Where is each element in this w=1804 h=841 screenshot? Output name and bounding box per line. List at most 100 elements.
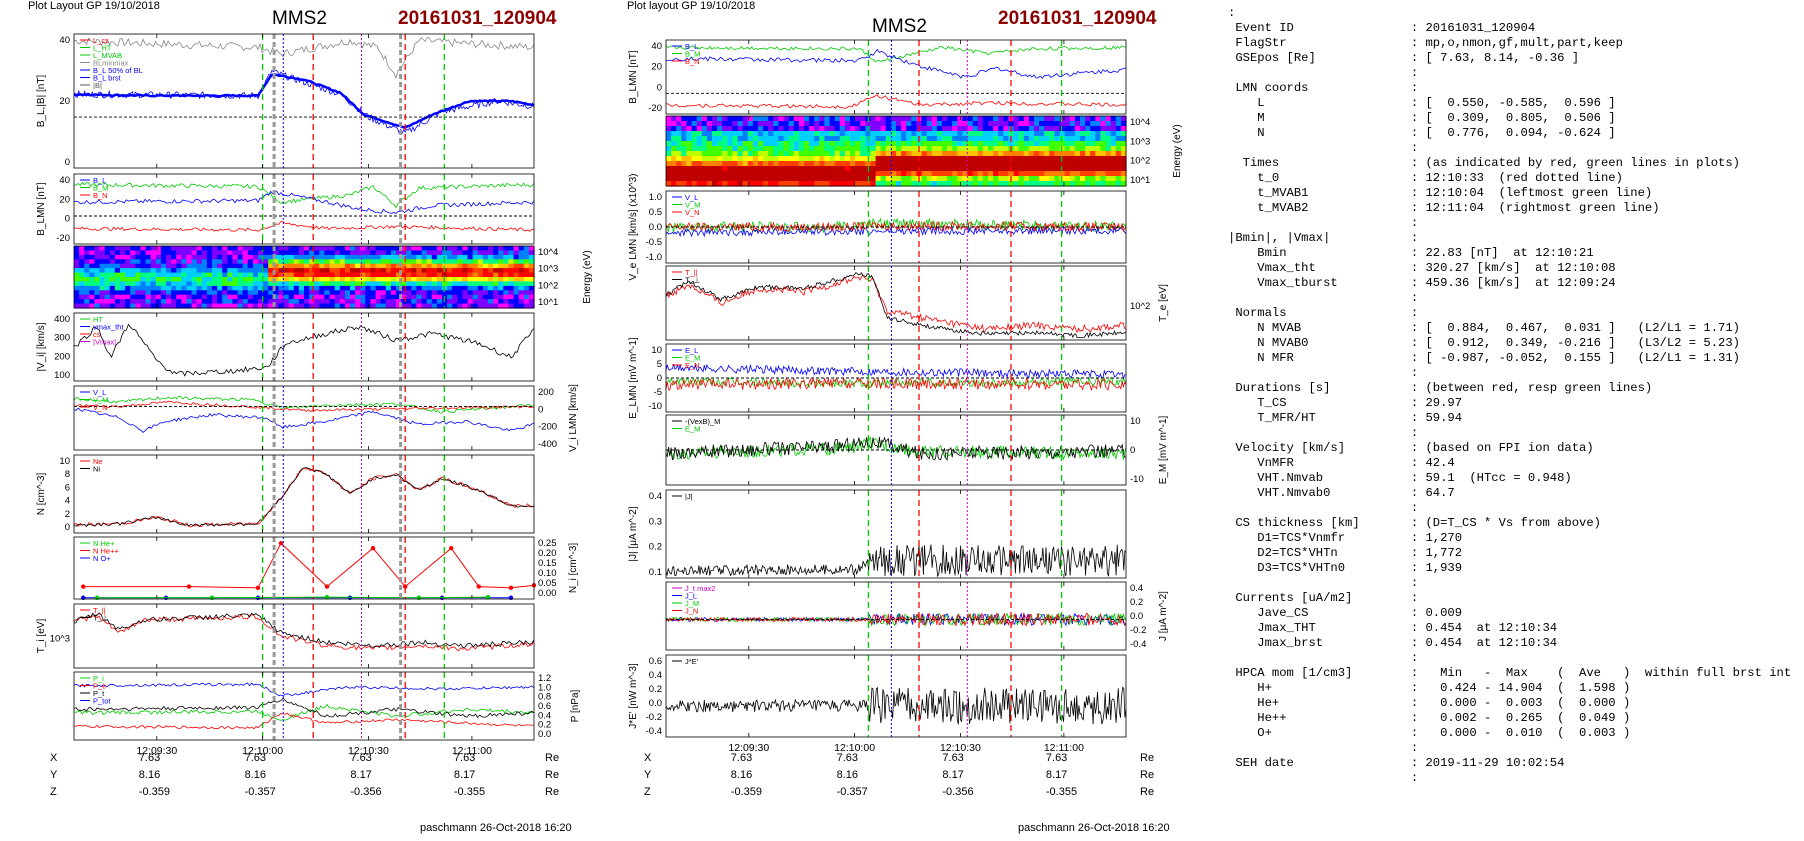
spectrogram-cell	[947, 121, 953, 127]
spectrogram-cell	[993, 181, 999, 187]
y-tick-label: -10	[1130, 474, 1144, 485]
spectrogram-cell	[278, 285, 285, 291]
spectrogram-cell	[135, 290, 141, 296]
spectrogram-cell	[426, 263, 433, 269]
spectrogram-cell	[120, 299, 126, 305]
spectrogram-cell	[401, 263, 407, 269]
spectrogram-cell	[145, 259, 152, 265]
spectrogram-cell	[671, 176, 677, 182]
spectrogram-cell	[273, 259, 279, 265]
spectrogram-cell	[763, 151, 769, 157]
spectrogram-cell	[217, 290, 223, 296]
spectrogram-cell	[344, 250, 351, 256]
spectrogram-cell	[145, 254, 152, 260]
spectrogram-cell	[344, 294, 351, 300]
spectrogram-cell	[742, 171, 749, 177]
left-event-id: 20161031_120904	[398, 8, 557, 29]
spectrogram-cell	[778, 151, 785, 157]
spectrogram-cell	[829, 126, 836, 132]
spectrogram-cell	[967, 146, 974, 152]
spectrogram-cell	[691, 151, 698, 157]
spectrogram-cell	[467, 250, 474, 256]
spectrogram-cell	[722, 176, 728, 182]
spectrogram-cell	[334, 254, 341, 260]
spectrogram-cell	[1059, 141, 1066, 147]
spectrogram-cell	[462, 250, 469, 256]
spectrogram-cell	[967, 141, 974, 147]
spectrogram-cell	[252, 246, 259, 251]
y-tick-label: 0.10	[538, 568, 557, 579]
spectrogram-cell	[355, 299, 361, 305]
spectrogram-cell	[365, 294, 371, 300]
spectrogram-cell	[1049, 181, 1055, 187]
spectrogram-cell	[89, 285, 95, 291]
spectrogram-cell	[1044, 131, 1050, 137]
spectrogram-cell	[752, 126, 759, 132]
spectrogram-cell	[758, 141, 764, 147]
spectrogram-cell	[447, 254, 453, 260]
spectrogram-cell	[498, 294, 504, 300]
spectrogram-cell	[921, 181, 928, 187]
spectrogram-cell	[472, 277, 479, 282]
spectrogram-cell	[691, 116, 698, 122]
info-line: He+ : 0.000 - 0.003 ( 0.000 )	[1228, 696, 1631, 710]
spectrogram-cell	[952, 181, 958, 187]
spectrogram-cell	[1023, 146, 1030, 152]
spectrogram-cell	[696, 126, 703, 132]
spectrogram-cell	[1049, 131, 1055, 137]
spectrogram-cell	[206, 250, 213, 256]
spectrogram-cell	[457, 272, 463, 278]
spectrogram-cell	[850, 141, 856, 147]
spectrogram-cell	[477, 250, 484, 256]
spectrogram-cell	[94, 294, 101, 300]
spectrogram-cell	[890, 171, 897, 177]
spectrogram-cell	[1095, 156, 1101, 162]
spectrogram-cell	[926, 116, 933, 122]
spectrogram-cell	[135, 263, 141, 269]
info-line: :	[1228, 426, 1419, 440]
spectrogram-cell	[1064, 151, 1071, 157]
spectrogram-cell	[288, 281, 295, 287]
spectrogram-cell	[436, 285, 443, 291]
spectrogram-cell	[160, 272, 167, 278]
spectrogram-cell	[681, 156, 687, 162]
spectrogram-cell	[135, 268, 141, 274]
spectrogram-cell	[472, 263, 479, 269]
spectrogram-cell	[171, 259, 177, 265]
spectrogram-cell	[212, 290, 218, 296]
spectrogram-cell	[1100, 171, 1107, 177]
spectrogram-cell	[1105, 126, 1112, 132]
spectrogram-cell	[957, 151, 963, 157]
legend-label: B_N	[93, 191, 108, 200]
spectrogram-cell	[783, 126, 790, 132]
spectrogram-cell	[880, 121, 887, 127]
spectrogram-cell	[186, 303, 193, 309]
spectrogram-cell	[145, 246, 152, 251]
spectrogram-cell	[839, 166, 846, 172]
spectrogram-cell	[952, 151, 958, 157]
spectrogram-cell	[482, 254, 489, 260]
spectrogram-cell	[798, 176, 805, 182]
spectrogram-cell	[671, 126, 677, 132]
spectrogram-cell	[217, 277, 223, 282]
info-line: FlagStr : mp,o,nmon,gf,mult,part,keep	[1228, 36, 1623, 50]
spectrogram-cell	[319, 250, 325, 256]
spectrogram-cell	[304, 299, 310, 305]
spectrogram-cell	[329, 254, 336, 260]
spectrogram-cell	[988, 171, 994, 177]
spectrogram-cell	[304, 250, 310, 256]
spectrogram-cell	[206, 263, 213, 269]
spectrogram-cell	[457, 268, 463, 274]
spectrogram-cell	[742, 131, 749, 137]
spectrogram-cell	[283, 285, 290, 291]
spectrogram-cell	[360, 268, 366, 274]
spectrogram-cell	[472, 281, 479, 287]
spectrogram-cell	[1064, 141, 1071, 147]
spectrogram-cell	[911, 171, 917, 177]
spectrogram-cell	[839, 156, 846, 162]
spectrogram-cell	[293, 281, 300, 287]
spectrogram-cell	[278, 268, 285, 274]
spectrogram-cell	[1069, 166, 1076, 172]
